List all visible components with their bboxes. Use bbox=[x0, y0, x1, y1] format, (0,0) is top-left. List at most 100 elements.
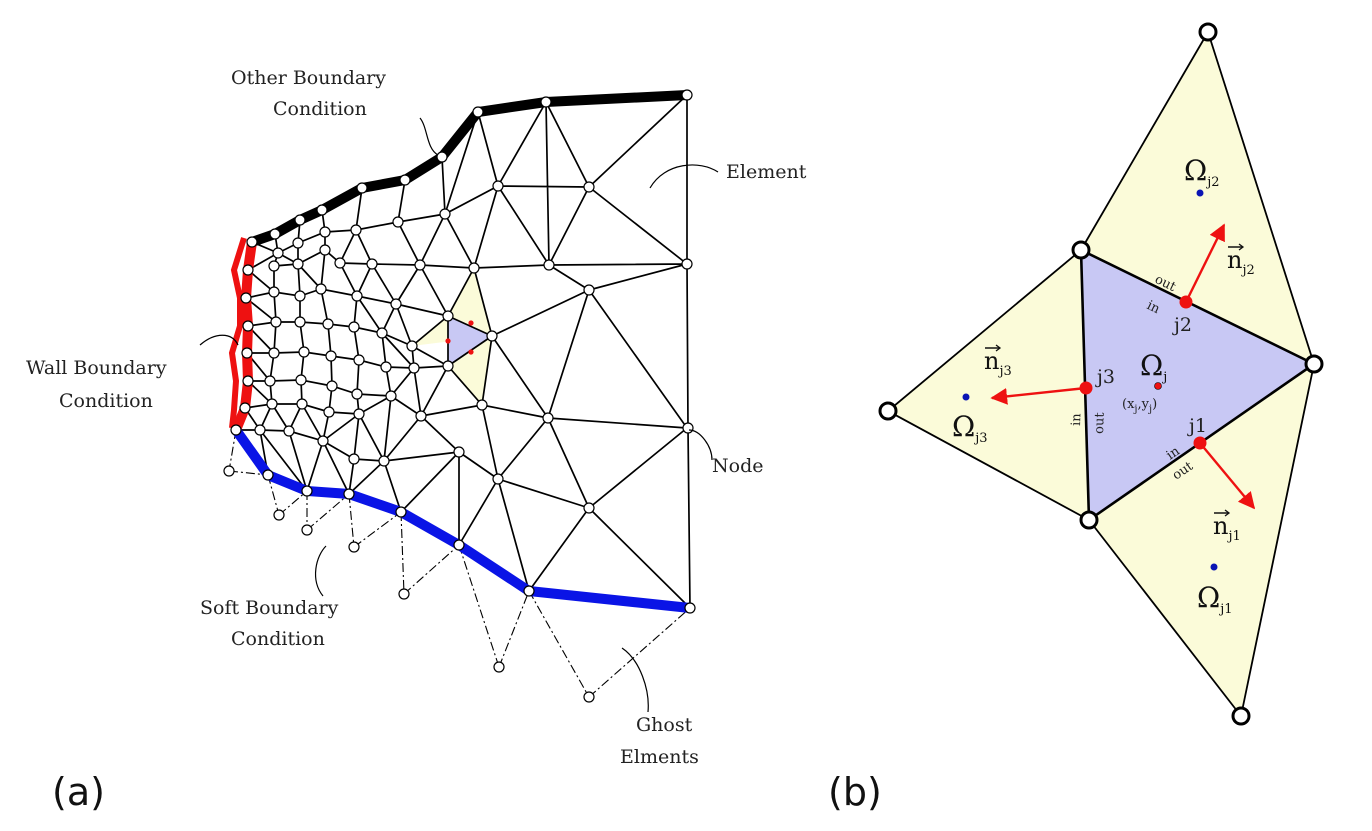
centroid-j bbox=[1154, 382, 1162, 390]
node bbox=[292, 237, 304, 249]
node bbox=[408, 362, 420, 374]
leader-ghost bbox=[621, 647, 649, 713]
mesh-nodes bbox=[223, 89, 696, 703]
node bbox=[242, 264, 254, 276]
node bbox=[442, 360, 454, 372]
wall-boundary-label-2: Condition bbox=[59, 390, 153, 412]
node bbox=[366, 258, 378, 270]
ghost-node bbox=[583, 691, 595, 703]
node bbox=[325, 350, 337, 362]
node bbox=[262, 469, 274, 481]
face-point bbox=[445, 338, 451, 344]
omega-j-label: Ωj bbox=[1140, 349, 1167, 385]
node bbox=[395, 506, 407, 518]
in-label-j3: in bbox=[1069, 412, 1084, 426]
vertex bbox=[1079, 510, 1099, 530]
node bbox=[241, 347, 253, 359]
node bbox=[326, 380, 338, 392]
panel-b: j2 j3 j1 in out in out in out Ωj (xj,yj)… bbox=[828, 22, 1324, 814]
node bbox=[353, 408, 365, 420]
panel-b-label: (b) bbox=[828, 770, 882, 814]
node bbox=[378, 455, 390, 467]
node bbox=[270, 316, 282, 328]
node bbox=[436, 151, 448, 163]
node bbox=[390, 298, 402, 310]
normal-arrow-j3 bbox=[990, 386, 1087, 405]
node bbox=[272, 247, 284, 259]
ghost-node bbox=[223, 465, 235, 477]
other-boundary-label-2: Condition bbox=[273, 98, 367, 120]
face-point-j3 bbox=[1079, 381, 1093, 395]
node bbox=[264, 375, 276, 387]
node bbox=[322, 318, 334, 330]
ghost-node bbox=[398, 588, 410, 600]
node bbox=[415, 410, 427, 422]
panel-a: Other Boundary Condition Element Wall Bo… bbox=[26, 67, 807, 814]
node bbox=[230, 424, 242, 436]
svg-text:nj2: nj2 bbox=[1227, 246, 1255, 278]
node bbox=[486, 330, 498, 342]
node bbox=[315, 283, 327, 295]
center-cell bbox=[448, 316, 492, 366]
other-boundary bbox=[250, 90, 688, 247]
node bbox=[240, 292, 252, 304]
node bbox=[268, 260, 280, 272]
node bbox=[351, 388, 363, 400]
ghost-node bbox=[273, 509, 285, 521]
node bbox=[583, 284, 595, 296]
node bbox=[682, 422, 694, 434]
node bbox=[343, 488, 355, 500]
vertex bbox=[878, 401, 898, 421]
node bbox=[406, 340, 418, 352]
face-point-j1 bbox=[1193, 436, 1207, 450]
node bbox=[583, 502, 595, 514]
node bbox=[350, 224, 362, 236]
normal-label-j2: nj2 bbox=[1227, 243, 1255, 278]
face-point bbox=[468, 349, 474, 355]
vertex bbox=[1198, 22, 1218, 42]
leader-element bbox=[649, 164, 719, 189]
node bbox=[268, 347, 280, 359]
node bbox=[242, 375, 254, 387]
node bbox=[296, 398, 308, 410]
node bbox=[316, 204, 328, 216]
face-label-j1: j1 bbox=[1187, 415, 1207, 437]
node bbox=[319, 226, 331, 238]
node bbox=[295, 374, 307, 386]
face-label-j2: j2 bbox=[1172, 314, 1192, 336]
node bbox=[348, 321, 360, 333]
node bbox=[242, 320, 254, 332]
node bbox=[294, 290, 306, 302]
wall-boundary-offset bbox=[228, 237, 247, 429]
neighbor-cell-j3 bbox=[887, 249, 1090, 521]
svg-text:nj1: nj1 bbox=[1213, 512, 1241, 544]
node bbox=[439, 208, 451, 220]
node bbox=[246, 236, 258, 248]
svg-text:nj3: nj3 bbox=[984, 347, 1012, 379]
node bbox=[283, 425, 295, 437]
node bbox=[543, 259, 555, 271]
node bbox=[684, 602, 696, 614]
node bbox=[268, 286, 280, 298]
node bbox=[468, 262, 480, 274]
omega-j3-label: Ωj3 bbox=[952, 410, 988, 446]
node bbox=[254, 424, 266, 436]
node bbox=[583, 181, 595, 193]
node bbox=[442, 310, 454, 322]
wall-boundary-label-1: Wall Boundary bbox=[26, 357, 167, 379]
node bbox=[492, 473, 504, 485]
neighbor-cell bbox=[448, 268, 492, 336]
face-point bbox=[468, 320, 474, 326]
ghost-edges bbox=[228, 429, 691, 698]
node bbox=[376, 327, 388, 339]
ghost-node bbox=[301, 524, 313, 536]
node bbox=[542, 412, 554, 424]
ghost-node bbox=[493, 661, 505, 673]
node bbox=[492, 180, 504, 192]
node-label: Node bbox=[712, 455, 763, 477]
face-label-j3: j3 bbox=[1095, 366, 1115, 388]
normal-arrow-j2 bbox=[1184, 223, 1226, 303]
ghost-label-1: Ghost bbox=[636, 714, 693, 736]
node bbox=[266, 398, 278, 410]
